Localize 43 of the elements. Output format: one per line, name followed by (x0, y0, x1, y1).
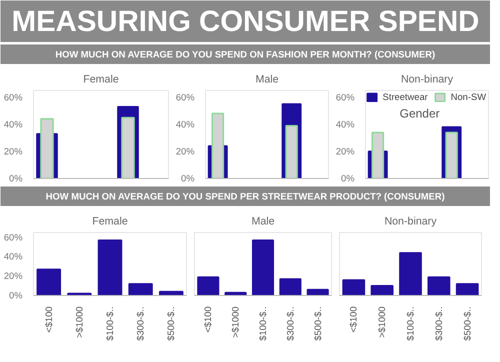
y-tick-label: 60% (4, 232, 22, 242)
chart-subtitle: Male (251, 216, 275, 228)
y-tick-label: 40% (4, 252, 22, 262)
chart-subtitle: Non-binary (384, 216, 438, 228)
y-tick-label: 20% (176, 146, 194, 156)
y-tick-label: 40% (4, 119, 22, 130)
y-tick-label: 60% (336, 92, 354, 102)
x-tick-label: >$1000 (377, 306, 388, 338)
x-tick-label: >$1000 (74, 306, 84, 338)
y-tick-label: 60% (4, 92, 22, 102)
y-tick-label: 20% (336, 146, 354, 156)
legend-label: Streetwear (382, 92, 428, 102)
y-tick-label: 0% (341, 174, 354, 184)
x-tick-label: $300-$.. (285, 306, 296, 341)
y-tick-label: 60% (176, 92, 194, 102)
text: HOW MUCH ON AVERAGE DO YOU SPEND ON FASHION PER MONTH? (CONSUMER) (55, 50, 436, 60)
chart-subtitle: Female (83, 74, 119, 86)
legend-label: Non-SW (450, 92, 486, 102)
chart-subtitle: Male (255, 74, 279, 86)
x-tick-label: $100-$.. (406, 306, 416, 341)
x-tick-label: <$100 (348, 306, 359, 333)
y-tick-label: 20% (4, 146, 22, 156)
y-tick-label: 40% (176, 119, 194, 130)
x-tick-label: $300-$.. (136, 306, 146, 341)
y-tick-label: 0% (9, 174, 22, 184)
chart-subtitle: Female (92, 216, 128, 228)
text: MEASURING CONSUMER SPEND (12, 5, 480, 38)
x-tick-label: $300-$.. (434, 306, 444, 341)
x-tick-label: $500-$.. (312, 306, 323, 341)
y-tick-label: 0% (9, 290, 22, 300)
x-tick-label: $100-$.. (258, 306, 268, 341)
y-tick-label: 40% (336, 119, 354, 130)
x-tick-label: <$100 (44, 306, 54, 333)
y-tick-label: 0% (181, 174, 194, 184)
chart-subtitle: Non-binary (400, 74, 454, 86)
annotation: Gender (400, 106, 440, 120)
text: HOW MUCH ON AVERAGE DO YOU SPEND PER STREETWEAR PRODUCT? (CONSUMER) (46, 192, 445, 202)
x-tick-label: $100-$.. (105, 306, 115, 341)
x-tick-label: <$100 (203, 306, 214, 333)
x-tick-label: $500-$.. (462, 306, 472, 341)
x-tick-label: $500-$.. (166, 306, 176, 341)
y-tick-label: 20% (4, 271, 22, 282)
x-tick-label: >$1000 (230, 306, 241, 338)
